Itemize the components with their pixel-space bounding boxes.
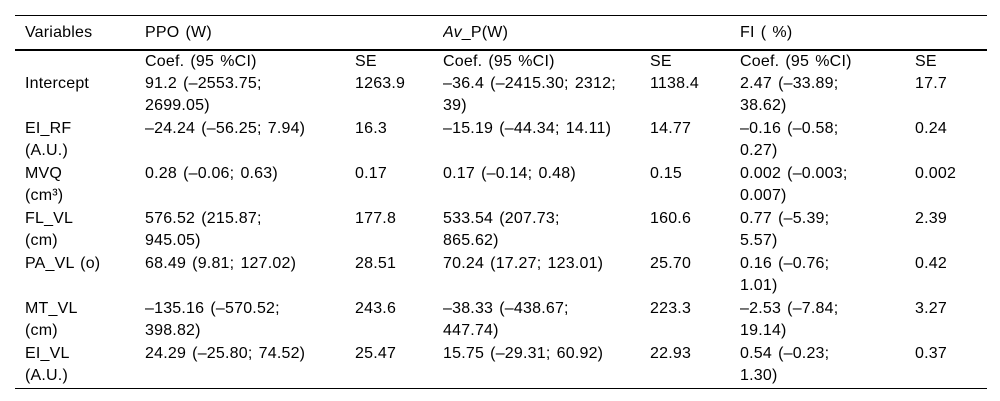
cell-avp-coef: 0.17 (–0.14; 0.48) xyxy=(443,165,576,182)
subheader-avp-coef: Coef. (95 %CI) xyxy=(443,53,555,70)
cell-variable: EI_RF (A.U.) xyxy=(25,120,72,159)
cell-variable: Intercept xyxy=(25,75,90,92)
cell-avp-se: 223.3 xyxy=(650,300,692,317)
cell-variable: MT_VL (cm) xyxy=(25,300,78,339)
cell-variable: PA_VL (o) xyxy=(25,255,101,272)
cell-variable: MVQ (cm³) xyxy=(25,165,64,204)
cell-fi-coef: 0.54 (–0.23; 1.30) xyxy=(740,345,830,384)
cell-avp-se: 25.70 xyxy=(650,255,692,272)
cell-ppo-coef: 576.52 (215.87; 945.05) xyxy=(145,210,262,249)
group-header-ppo: PPO (W) xyxy=(145,15,443,51)
cell-fi-se: 3.27 xyxy=(915,300,947,317)
cell-ppo-se: 28.51 xyxy=(355,255,397,272)
group-avp-label: _P(W) xyxy=(461,23,509,41)
cell-avp-se: 160.6 xyxy=(650,210,692,227)
cell-avp-coef: –38.33 (–438.67; 447.74) xyxy=(443,300,569,339)
subheader-fi-coef: Coef. (95 %CI) xyxy=(740,53,852,70)
cell-ppo-coef: 91.2 (–2553.75; 2699.05) xyxy=(145,75,262,114)
cell-avp-coef: 15.75 (–29.31; 60.92) xyxy=(443,345,604,362)
table-row: Intercept 91.2 (–2553.75; 2699.05) 1263.… xyxy=(15,73,987,118)
cell-ppo-se: 25.47 xyxy=(355,345,397,362)
cell-ppo-se: 1263.9 xyxy=(355,75,406,92)
cell-fi-se: 0.37 xyxy=(915,345,947,362)
table-row: EI_VL (A.U.) 24.29 (–25.80; 74.52) 25.47… xyxy=(15,343,987,388)
subheader-ppo-coef: Coef. (95 %CI) xyxy=(145,53,257,70)
cell-fi-se: 0.42 xyxy=(915,255,947,272)
cell-avp-se: 22.93 xyxy=(650,345,692,362)
cell-fi-se: 17.7 xyxy=(915,75,947,92)
cell-ppo-coef: 24.29 (–25.80; 74.52) xyxy=(145,345,306,362)
group-fi-label: FI ( %) xyxy=(740,23,793,41)
cell-avp-coef: –15.19 (–44.34; 14.11) xyxy=(443,120,612,137)
cell-ppo-coef: 68.49 (9.81; 127.02) xyxy=(145,255,297,272)
cell-fi-coef: 0.77 (–5.39; 5.57) xyxy=(740,210,830,249)
subheader-ppo-se: SE xyxy=(355,53,377,70)
subheader-avp-se: SE xyxy=(650,53,672,70)
subheader-fi-se: SE xyxy=(915,53,937,70)
cell-avp-se: 0.15 xyxy=(650,165,682,182)
cell-ppo-se: 243.6 xyxy=(355,300,397,317)
sub-header-row: Coef. (95 %CI) SE Coef. (95 %CI) SE Coef… xyxy=(15,50,987,73)
group-avp-italic-part: Av xyxy=(443,23,462,41)
cell-avp-se: 14.77 xyxy=(650,120,692,137)
cell-fi-se: 0.002 xyxy=(915,165,957,182)
group-ppo-label: PPO (W) xyxy=(145,23,212,41)
cell-variable: EI_VL (A.U.) xyxy=(25,345,70,384)
cell-avp-coef: 70.24 (17.27; 123.01) xyxy=(443,255,604,272)
subheader-empty xyxy=(15,50,145,73)
cell-fi-coef: –0.16 (–0.58; 0.27) xyxy=(740,120,839,159)
cell-ppo-coef: 0.28 (–0.06; 0.63) xyxy=(145,165,278,182)
cell-fi-coef: 0.16 (–0.76; 1.01) xyxy=(740,255,830,294)
cell-avp-coef: 533.54 (207.73; 865.62) xyxy=(443,210,560,249)
cell-ppo-coef: –24.24 (–56.25; 7.94) xyxy=(145,120,306,137)
table-row: MT_VL (cm) –135.16 (–570.52; 398.82) 243… xyxy=(15,298,987,343)
cell-ppo-se: 0.17 xyxy=(355,165,387,182)
cell-avp-se: 1138.4 xyxy=(650,75,699,92)
cell-fi-se: 2.39 xyxy=(915,210,947,227)
table-row: PA_VL (o) 68.49 (9.81; 127.02) 28.51 70.… xyxy=(15,253,987,298)
table-row: MVQ (cm³) 0.28 (–0.06; 0.63) 0.17 0.17 (… xyxy=(15,163,987,208)
cell-fi-coef: 2.47 (–33.89; 38.62) xyxy=(740,75,839,114)
cell-variable: FL_VL (cm) xyxy=(25,210,74,249)
variables-column-header: Variables xyxy=(15,15,145,51)
cell-fi-se: 0.24 xyxy=(915,120,947,137)
table-row: EI_RF (A.U.) –24.24 (–56.25; 7.94) 16.3 … xyxy=(15,118,987,163)
cell-ppo-se: 16.3 xyxy=(355,120,387,137)
group-header-fi: FI ( %) xyxy=(740,15,987,51)
cell-fi-coef: –2.53 (–7.84; 19.14) xyxy=(740,300,839,339)
cell-avp-coef: –36.4 (–2415.30; 2312; 39) xyxy=(443,75,616,114)
cell-fi-coef: 0.002 (–0.003; 0.007) xyxy=(740,165,848,204)
group-header-row: Variables PPO (W) Av_P(W) FI ( %) xyxy=(15,15,987,51)
cell-ppo-coef: –135.16 (–570.52; 398.82) xyxy=(145,300,280,339)
table-row: FL_VL (cm) 576.52 (215.87; 945.05) 177.8… xyxy=(15,208,987,253)
regression-results-table: Variables PPO (W) Av_P(W) FI ( %) Coef. … xyxy=(15,15,987,389)
group-header-avp: Av_P(W) xyxy=(443,15,740,51)
cell-ppo-se: 177.8 xyxy=(355,210,397,227)
